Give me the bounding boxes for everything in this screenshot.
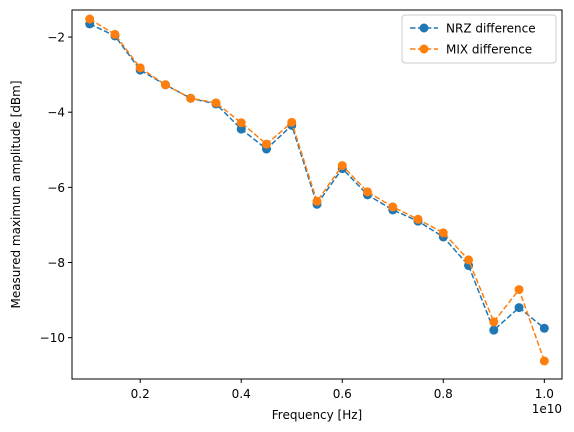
plot-frame bbox=[71, 9, 563, 380]
legend-marker bbox=[419, 23, 429, 33]
data-point bbox=[287, 117, 297, 127]
data-point bbox=[514, 303, 524, 313]
data-point bbox=[539, 356, 549, 366]
data-point bbox=[85, 14, 95, 24]
data-point bbox=[438, 228, 448, 238]
data-point bbox=[489, 317, 499, 327]
data-point bbox=[514, 285, 524, 295]
x-tick-label: 0.2 bbox=[131, 387, 150, 401]
legend-item: NRZ difference bbox=[410, 22, 536, 36]
data-point bbox=[110, 29, 120, 39]
data-point bbox=[236, 118, 246, 128]
x-tick-label: 0.6 bbox=[333, 387, 352, 401]
y-tick-label: −10 bbox=[40, 331, 65, 345]
data-point bbox=[186, 93, 196, 103]
x-tick-label: 0.8 bbox=[434, 387, 453, 401]
y-tick-label: −6 bbox=[47, 181, 65, 195]
legend-label: NRZ difference bbox=[446, 22, 536, 36]
y-axis: −10 −8 −6 −4 −2 bbox=[40, 31, 72, 345]
legend-box bbox=[401, 14, 557, 64]
x-tick-label: 1.0 bbox=[535, 387, 554, 401]
data-point bbox=[388, 202, 398, 212]
data-point bbox=[413, 214, 423, 224]
x-axis: 0.2 0.4 0.6 0.8 1.0 bbox=[131, 379, 554, 401]
data-point bbox=[489, 325, 499, 335]
y-tick-label: −4 bbox=[47, 106, 65, 120]
y-tick-label: −8 bbox=[47, 256, 65, 270]
legend-item: MIX difference bbox=[410, 43, 532, 57]
x-axis-title: Frequency [Hz] bbox=[272, 408, 363, 422]
legend: NRZ difference MIX difference bbox=[401, 14, 557, 64]
data-point bbox=[211, 98, 221, 108]
data-point bbox=[261, 139, 271, 149]
legend-marker bbox=[419, 44, 429, 54]
data-point bbox=[135, 63, 145, 73]
x-axis-offset-label: 1e10 bbox=[532, 402, 562, 416]
y-axis-title: Measured maximum amplitude [dBm] bbox=[9, 80, 23, 308]
y-tick-label: −2 bbox=[47, 31, 65, 45]
legend-label: MIX difference bbox=[446, 43, 532, 57]
data-point bbox=[539, 323, 549, 333]
series-layer bbox=[85, 14, 549, 366]
data-point bbox=[312, 196, 322, 206]
x-tick-label: 0.4 bbox=[232, 387, 251, 401]
data-point bbox=[160, 80, 170, 90]
series-2 bbox=[85, 14, 549, 366]
data-point bbox=[337, 161, 347, 171]
data-point bbox=[464, 255, 474, 265]
data-point bbox=[236, 124, 246, 134]
data-point bbox=[363, 187, 373, 197]
